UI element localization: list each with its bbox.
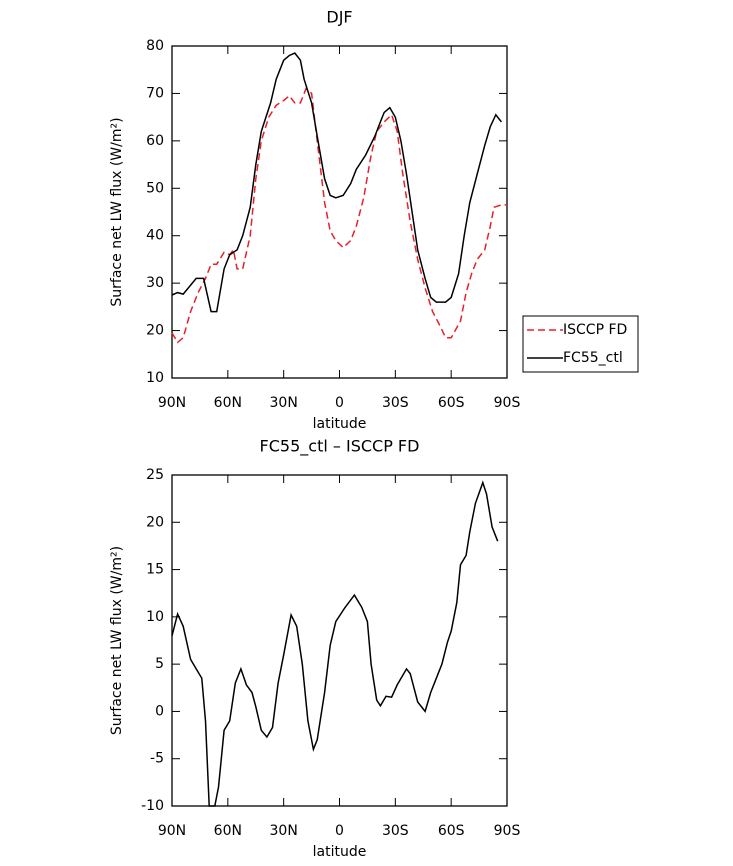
y-tick-label: 5 [155, 656, 164, 672]
chart-title: DJF [326, 8, 352, 27]
legend-label: ISCCP FD [563, 322, 627, 338]
y-tick-label: 0 [155, 703, 164, 719]
x-tick-label: 30N [270, 823, 298, 839]
y-axis-label: Surface net LW flux (W/m²) [109, 117, 125, 306]
x-tick-label: 30S [382, 823, 409, 839]
y-tick-label: 20 [146, 323, 164, 339]
data-line [171, 480, 499, 807]
x-tick-label: 0 [335, 395, 344, 411]
y-tick-label: 80 [146, 38, 164, 54]
y-tick-label: 15 [146, 562, 164, 578]
chart-title: FC55_ctl – ISCCP FD [260, 437, 420, 457]
y-tick-label: -10 [141, 798, 164, 814]
y-tick-label: 25 [146, 467, 164, 483]
y-tick-label: -5 [150, 751, 164, 767]
y-axis-label: Surface net LW flux (W/m²) [109, 546, 125, 735]
legend-box [522, 315, 639, 373]
y-tick-label: 10 [146, 370, 164, 386]
y-tick-label: 10 [146, 609, 164, 625]
y-tick-label: 20 [146, 514, 164, 530]
x-tick-label: 0 [335, 823, 344, 839]
x-tick-label: 30S [382, 395, 409, 411]
y-tick-label: 70 [146, 85, 164, 101]
x-tick-label: 90S [494, 823, 521, 839]
data-line [171, 52, 502, 313]
x-tick-label: 60N [214, 395, 242, 411]
legend-label: FC55_ctl [563, 350, 623, 366]
y-tick-label: 50 [146, 180, 164, 196]
x-tick-label: 60S [438, 823, 465, 839]
y-tick-label: 30 [146, 275, 164, 291]
y-tick-label: 40 [146, 228, 164, 244]
x-tick-label: 90S [494, 395, 521, 411]
x-axis-label: latitude [313, 844, 367, 860]
x-axis-label: latitude [313, 416, 367, 432]
x-tick-label: 30N [270, 395, 298, 411]
data-line [171, 87, 507, 344]
x-tick-label: 90N [158, 823, 186, 839]
x-tick-label: 90N [158, 395, 186, 411]
x-tick-label: 60N [214, 823, 242, 839]
x-tick-label: 60S [438, 395, 465, 411]
y-tick-label: 60 [146, 133, 164, 149]
